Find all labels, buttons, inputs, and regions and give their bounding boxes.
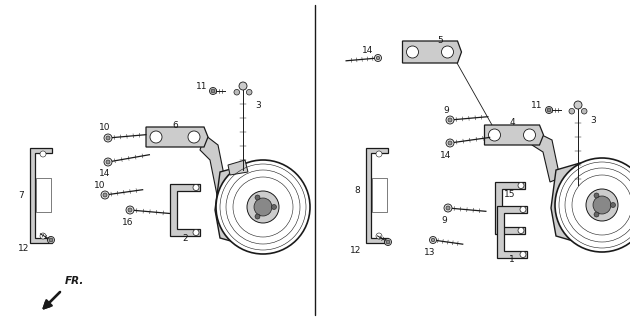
Circle shape [239,82,247,90]
Text: 7: 7 [18,190,24,199]
Polygon shape [170,184,200,236]
Circle shape [104,158,112,166]
Circle shape [193,229,199,236]
Circle shape [574,101,582,109]
Text: 3: 3 [255,100,261,109]
Circle shape [520,206,526,212]
Circle shape [446,206,450,210]
Circle shape [430,236,437,244]
Circle shape [546,107,553,114]
Text: 3: 3 [590,116,596,124]
Circle shape [593,196,611,214]
Circle shape [518,228,524,234]
Circle shape [49,238,53,242]
Circle shape [520,252,526,258]
Text: 14: 14 [100,169,111,178]
Circle shape [446,139,454,147]
Circle shape [40,151,46,157]
Circle shape [432,238,435,242]
Circle shape [488,129,500,141]
Polygon shape [228,160,248,175]
Text: 2: 2 [182,234,188,243]
Circle shape [569,108,575,114]
Text: 1: 1 [509,255,515,265]
Circle shape [374,54,382,61]
Circle shape [104,134,112,142]
Circle shape [255,195,260,200]
Polygon shape [495,182,525,234]
Text: 14: 14 [440,150,452,159]
Text: 12: 12 [350,245,362,254]
Circle shape [594,212,599,217]
Text: 11: 11 [530,100,542,109]
Text: 14: 14 [362,45,374,54]
Circle shape [376,233,382,239]
Circle shape [448,118,452,122]
Circle shape [106,160,110,164]
Circle shape [216,160,310,254]
Text: 5: 5 [437,36,443,44]
Polygon shape [497,206,527,258]
Circle shape [128,208,132,212]
Polygon shape [30,148,52,243]
Circle shape [442,46,454,58]
Polygon shape [403,41,462,63]
Text: 4: 4 [509,117,515,126]
Text: FR.: FR. [65,276,84,286]
Text: 13: 13 [424,247,436,257]
Polygon shape [372,178,387,212]
Circle shape [211,89,215,93]
Polygon shape [484,125,544,145]
Circle shape [254,198,272,216]
Circle shape [594,193,599,198]
Circle shape [103,193,107,197]
Circle shape [376,151,382,157]
Polygon shape [36,178,51,212]
Polygon shape [366,148,388,243]
Polygon shape [200,135,228,200]
Circle shape [101,191,109,199]
Circle shape [126,206,134,214]
Text: 11: 11 [195,82,207,91]
Text: 15: 15 [504,189,516,198]
Circle shape [246,89,252,95]
Polygon shape [146,127,208,147]
Text: 6: 6 [172,121,178,130]
Circle shape [247,191,279,223]
Circle shape [193,185,199,190]
Text: 12: 12 [18,244,30,252]
Circle shape [524,129,536,141]
Polygon shape [532,133,560,182]
Circle shape [106,136,110,140]
Circle shape [586,189,618,221]
Circle shape [446,116,454,124]
Circle shape [47,236,55,244]
Circle shape [581,108,587,114]
Circle shape [555,158,630,252]
Circle shape [150,131,162,143]
Circle shape [376,56,380,60]
Polygon shape [551,163,605,243]
Circle shape [40,233,46,239]
Text: 16: 16 [122,218,134,227]
Text: 8: 8 [354,186,360,195]
Text: 9: 9 [443,106,449,115]
Circle shape [255,214,260,219]
Circle shape [406,46,418,58]
Circle shape [444,204,452,212]
Text: 10: 10 [94,180,106,189]
Circle shape [547,108,551,112]
Circle shape [448,141,452,145]
Circle shape [210,87,217,94]
Polygon shape [215,165,270,245]
Circle shape [272,204,277,210]
Text: 10: 10 [100,123,111,132]
Text: 9: 9 [441,215,447,225]
Circle shape [610,203,616,207]
Circle shape [384,238,391,245]
Circle shape [188,131,200,143]
Circle shape [518,182,524,188]
Circle shape [234,89,239,95]
Circle shape [386,240,390,244]
